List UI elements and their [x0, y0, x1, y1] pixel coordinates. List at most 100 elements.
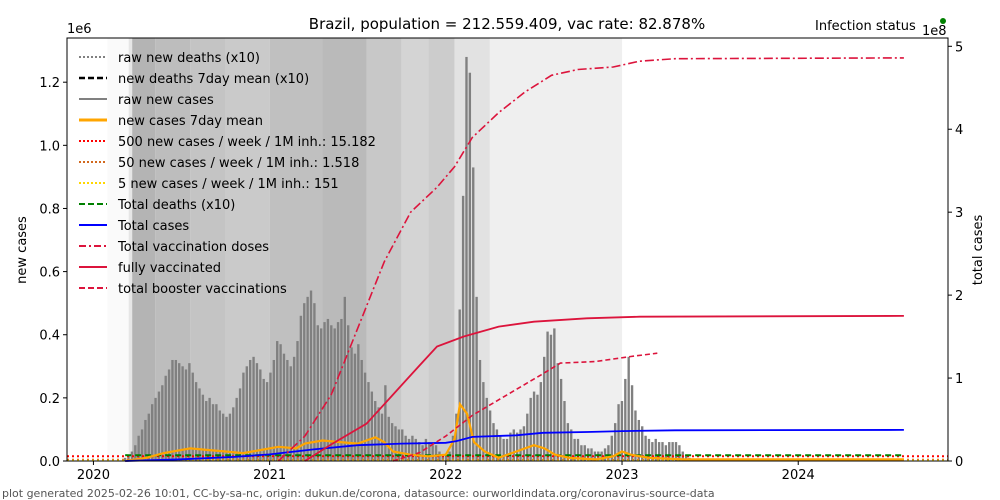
- y-right-tick-label: 3: [955, 206, 963, 221]
- x-tick-label: 2020: [77, 468, 110, 483]
- bar-raw-new-cases: [461, 195, 465, 461]
- bar-raw-new-cases: [671, 442, 674, 461]
- bar-raw-new-cases: [644, 435, 647, 461]
- raw-new-cases-bars: [123, 56, 691, 462]
- bar-raw-new-cases: [178, 363, 181, 461]
- bar-raw-new-cases: [343, 296, 346, 461]
- bar-raw-new-cases: [299, 315, 303, 461]
- bar-raw-new-cases: [445, 454, 448, 461]
- total-cases-line: [125, 429, 904, 462]
- bar-raw-new-cases: [566, 423, 570, 461]
- legend-label: fully vaccinated: [118, 261, 221, 276]
- y-right-tick-label: 4: [955, 123, 963, 138]
- bar-raw-new-cases: [411, 435, 414, 461]
- bar-raw-new-cases: [546, 331, 549, 461]
- bar-raw-new-cases: [553, 328, 556, 461]
- bar-raw-new-cases: [502, 438, 505, 461]
- bar-raw-new-cases: [529, 397, 532, 461]
- status-band: [401, 38, 429, 461]
- bar-raw-new-cases: [259, 369, 262, 461]
- bar-raw-new-cases: [211, 404, 215, 461]
- y-tick-label: 0.0: [39, 455, 60, 470]
- bar-raw-new-cases: [387, 416, 390, 461]
- y-right-tick-label: 2: [955, 289, 963, 304]
- bar-raw-new-cases: [499, 435, 502, 461]
- bar-raw-new-cases: [357, 344, 360, 461]
- bar-raw-new-cases: [431, 445, 434, 461]
- legend-label: 5 new cases / week / 1M inh.: 151: [118, 177, 339, 192]
- bar-raw-new-cases: [647, 438, 651, 461]
- bar-raw-new-cases: [157, 391, 161, 461]
- bar-raw-new-cases: [292, 356, 296, 461]
- bar-raw-new-cases: [485, 397, 488, 461]
- bar-raw-new-cases: [272, 359, 276, 461]
- bar-raw-new-cases: [637, 419, 641, 461]
- legend-label: Total deaths (x10): [117, 198, 235, 213]
- bar-raw-new-cases: [539, 382, 543, 461]
- bar-raw-new-cases: [289, 366, 292, 461]
- bar-raw-new-cases: [147, 413, 150, 461]
- bar-raw-new-cases: [651, 442, 654, 461]
- y-axis-ticks: 0.0 0.2 0.4 0.6 0.8 1.0 1.2: [39, 76, 67, 470]
- bar-raw-new-cases: [282, 353, 286, 461]
- legend-label: raw new cases: [118, 93, 214, 108]
- bar-raw-new-cases: [576, 438, 580, 461]
- bar-raw-new-cases: [221, 413, 225, 461]
- bar-raw-new-cases: [661, 442, 664, 461]
- legend-label: Total vaccination doses: [117, 240, 269, 255]
- legend-label: total booster vaccinations: [118, 282, 287, 297]
- status-band: [489, 38, 623, 461]
- bar-raw-new-cases: [455, 413, 458, 461]
- bar-raw-new-cases: [434, 445, 438, 461]
- bar-raw-new-cases: [303, 303, 306, 461]
- bar-raw-new-cases: [242, 372, 245, 461]
- y-tick-label: 0.4: [39, 329, 60, 344]
- bar-raw-new-cases: [492, 423, 495, 461]
- x-tick-label: 2021: [253, 468, 286, 483]
- bar-raw-new-cases: [123, 457, 127, 461]
- bar-raw-new-cases: [235, 397, 238, 461]
- bar-raw-new-cases: [333, 328, 336, 461]
- y-tick-label: 1.2: [39, 76, 60, 91]
- y-right-tick-label: 5: [955, 40, 963, 55]
- bar-raw-new-cases: [269, 372, 272, 461]
- bar-raw-new-cases: [526, 413, 529, 461]
- bar-raw-new-cases: [225, 416, 228, 461]
- bar-raw-new-cases: [353, 353, 357, 461]
- bar-raw-new-cases: [522, 426, 526, 461]
- bar-raw-new-cases: [397, 429, 401, 461]
- bar-raw-new-cases: [380, 413, 384, 461]
- bar-raw-new-cases: [417, 442, 421, 461]
- legend-label: new cases 7day mean: [118, 114, 263, 129]
- bar-raw-new-cases: [536, 394, 539, 461]
- bar-raw-new-cases: [144, 419, 147, 461]
- status-band: [128, 38, 133, 461]
- total-booster-vaccinations-line: [392, 352, 658, 462]
- bar-raw-new-cases: [630, 385, 634, 461]
- bar-raw-new-cases: [610, 435, 613, 461]
- bar-raw-new-cases: [201, 394, 205, 461]
- y-tick-label: 0.2: [39, 392, 60, 407]
- bar-raw-new-cases: [262, 378, 265, 461]
- bar-raw-new-cases: [515, 432, 519, 461]
- bar-raw-new-cases: [309, 290, 313, 461]
- bar-raw-new-cases: [336, 322, 340, 461]
- bar-raw-new-cases: [370, 391, 374, 461]
- bar-raw-new-cases: [613, 423, 617, 461]
- bar-raw-new-cases: [171, 359, 174, 461]
- total-vaccination-doses-line: [277, 57, 904, 462]
- bar-raw-new-cases: [657, 442, 661, 461]
- bar-raw-new-cases: [218, 410, 221, 461]
- bar-raw-new-cases: [428, 442, 431, 461]
- bar-raw-new-cases: [215, 404, 218, 461]
- y-right-axis-label: total cases: [971, 215, 986, 286]
- legend-label: raw new deaths (x10): [118, 51, 260, 66]
- bar-raw-new-cases: [448, 451, 451, 461]
- bar-raw-new-cases: [198, 388, 201, 461]
- bar-raw-new-cases: [265, 382, 269, 461]
- bar-raw-new-cases: [360, 359, 363, 461]
- bar-raw-new-cases: [472, 167, 475, 462]
- bar-raw-new-cases: [465, 56, 468, 461]
- infection-status-dot: [940, 18, 946, 24]
- x-tick-label: 2024: [782, 468, 815, 483]
